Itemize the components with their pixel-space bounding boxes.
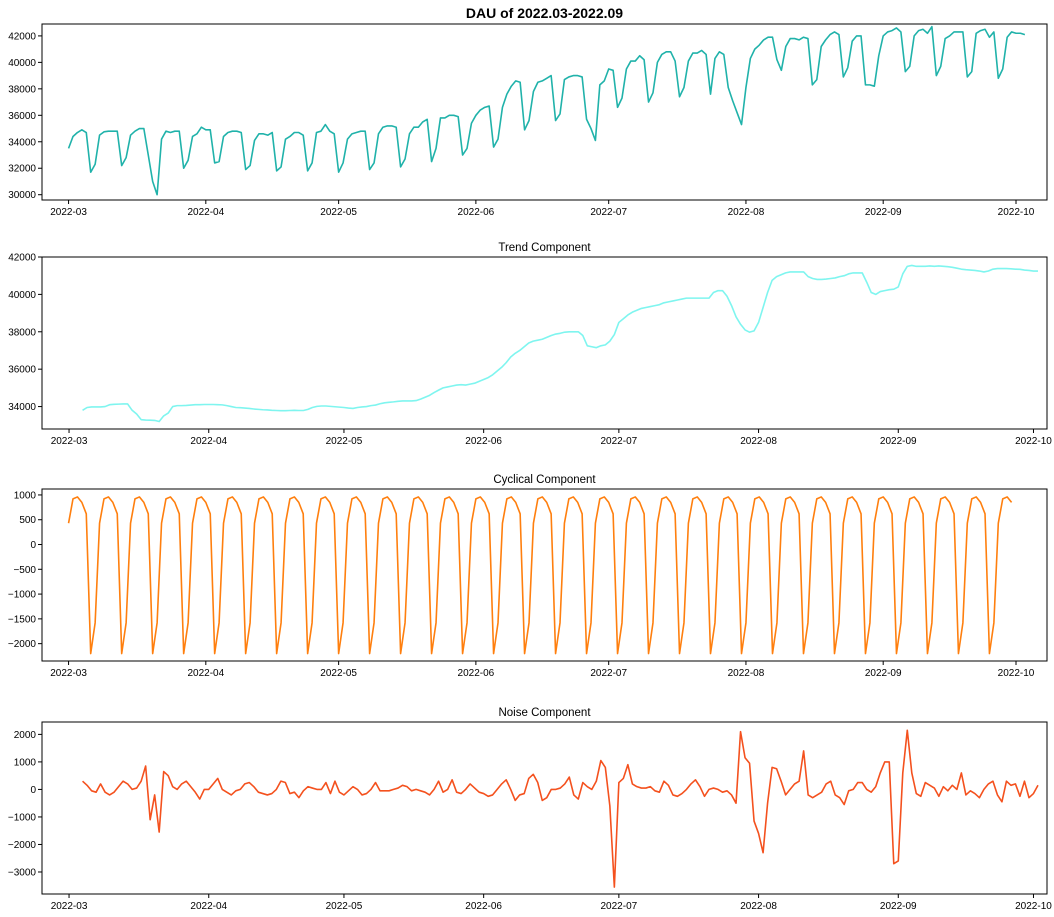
cyclical-xtick-label: 2022-03 <box>50 668 87 679</box>
noise-axes-frame <box>41 721 1048 895</box>
trend-axes-frame <box>41 256 1048 430</box>
cyclical-axes-frame <box>41 488 1048 662</box>
dau-ytick-label: 36000 <box>8 111 36 122</box>
noise-series-line <box>82 729 1039 888</box>
noise-xtick-label: 2022-04 <box>190 901 227 912</box>
trend-xtick-label: 2022-07 <box>601 436 638 447</box>
trend-title: Trend Component <box>498 242 591 254</box>
noise-xtick-label: 2022-06 <box>465 901 502 912</box>
cyclical-ytick-label: −500 <box>13 565 36 576</box>
trend-xtick-label: 2022-08 <box>740 436 777 447</box>
noise-ytick-label: −1000 <box>8 812 37 823</box>
dau-ytick-label: 38000 <box>8 84 36 95</box>
trend-ytick-label: 38000 <box>8 327 36 338</box>
noise-panel: 2022-03 2022-04 2022-05 2022-06 2022-07 2022-… <box>8 707 1052 912</box>
dau-ytick-label: 42000 <box>8 31 36 42</box>
cyclical-ytick-label: 0 <box>30 540 36 551</box>
dau-xtick-label: 2022-03 <box>50 207 87 218</box>
cyclical-xtick-label: 2022-06 <box>458 668 495 679</box>
trend-ytick-label: 36000 <box>8 365 36 376</box>
trend-ytick-label: 42000 <box>8 253 36 264</box>
noise-ytick-label: 1000 <box>14 757 37 768</box>
dau-xtick-label: 2022-05 <box>320 207 357 218</box>
dau-xtick-label: 2022-06 <box>458 207 495 218</box>
cyclical-xtick-label: 2022-05 <box>320 668 357 679</box>
dau-title: DAU of 2022.03-2022.09 <box>466 5 623 21</box>
trend-panel: 2022-03 2022-04 2022-05 2022-06 2022-07 2022-… <box>8 242 1052 447</box>
trend-xtick-label: 2022-05 <box>326 436 363 447</box>
dau-xtick-label: 2022-09 <box>865 207 902 218</box>
trend-xtick-label: 2022-10 <box>1015 436 1052 447</box>
dau-xtick-label: 2022-10 <box>998 207 1035 218</box>
noise-ytick-label: −3000 <box>8 867 37 878</box>
noise-xtick-label: 2022-03 <box>51 901 88 912</box>
noise-ytick-label: 2000 <box>14 730 37 741</box>
cyclical-xtick-label: 2022-07 <box>590 668 627 679</box>
cyclical-xtick-label: 2022-10 <box>998 668 1035 679</box>
noise-ytick-label: 0 <box>30 785 36 796</box>
noise-xtick-label: 2022-07 <box>601 901 638 912</box>
trend-xtick-label: 2022-03 <box>51 436 88 447</box>
noise-xtick-label: 2022-09 <box>880 901 917 912</box>
trend-ytick-label: 34000 <box>8 402 36 413</box>
cyclical-panel: 2022-03 2022-04 2022-05 2022-06 2022-07 2022-… <box>8 474 1048 679</box>
cyclical-ytick-label: 500 <box>19 515 36 526</box>
cyclical-xtick-label: 2022-08 <box>728 668 765 679</box>
dau-xtick-label: 2022-08 <box>728 207 765 218</box>
cyclical-title: Cyclical Component <box>493 474 596 486</box>
cyclical-series-line <box>67 496 1013 655</box>
cyclical-ytick-label: −1000 <box>8 590 37 601</box>
dau-axes-frame <box>41 23 1048 201</box>
cyclical-ytick-label: 1000 <box>14 490 37 501</box>
dau-ytick-label: 30000 <box>8 190 36 201</box>
trend-series-line <box>82 264 1038 423</box>
cyclical-ytick-label: −1500 <box>8 614 37 625</box>
cyclical-ytick-label: −2000 <box>8 639 37 650</box>
noise-xtick-label: 2022-05 <box>326 901 363 912</box>
noise-xtick-label: 2022-08 <box>740 901 777 912</box>
dau-series-line <box>67 25 1026 196</box>
dau-ytick-label: 32000 <box>8 164 36 175</box>
trend-xtick-label: 2022-09 <box>880 436 917 447</box>
trend-xtick-label: 2022-06 <box>465 436 502 447</box>
dau-xtick-label: 2022-04 <box>187 207 224 218</box>
dau-ytick-label: 40000 <box>8 58 36 69</box>
cyclical-xtick-label: 2022-09 <box>865 668 902 679</box>
trend-xtick-label: 2022-04 <box>190 436 227 447</box>
noise-title: Noise Component <box>498 707 591 719</box>
dau-panel: 2022-03 2022-04 2022-05 2022-06 2022-07 2022-… <box>8 5 1048 218</box>
trend-ytick-label: 40000 <box>8 290 36 301</box>
noise-ytick-label: −2000 <box>8 840 37 851</box>
dau-ytick-label: 34000 <box>8 137 36 148</box>
cyclical-xtick-label: 2022-04 <box>187 668 224 679</box>
noise-xtick-label: 2022-10 <box>1015 901 1052 912</box>
dau-xtick-label: 2022-07 <box>590 207 627 218</box>
